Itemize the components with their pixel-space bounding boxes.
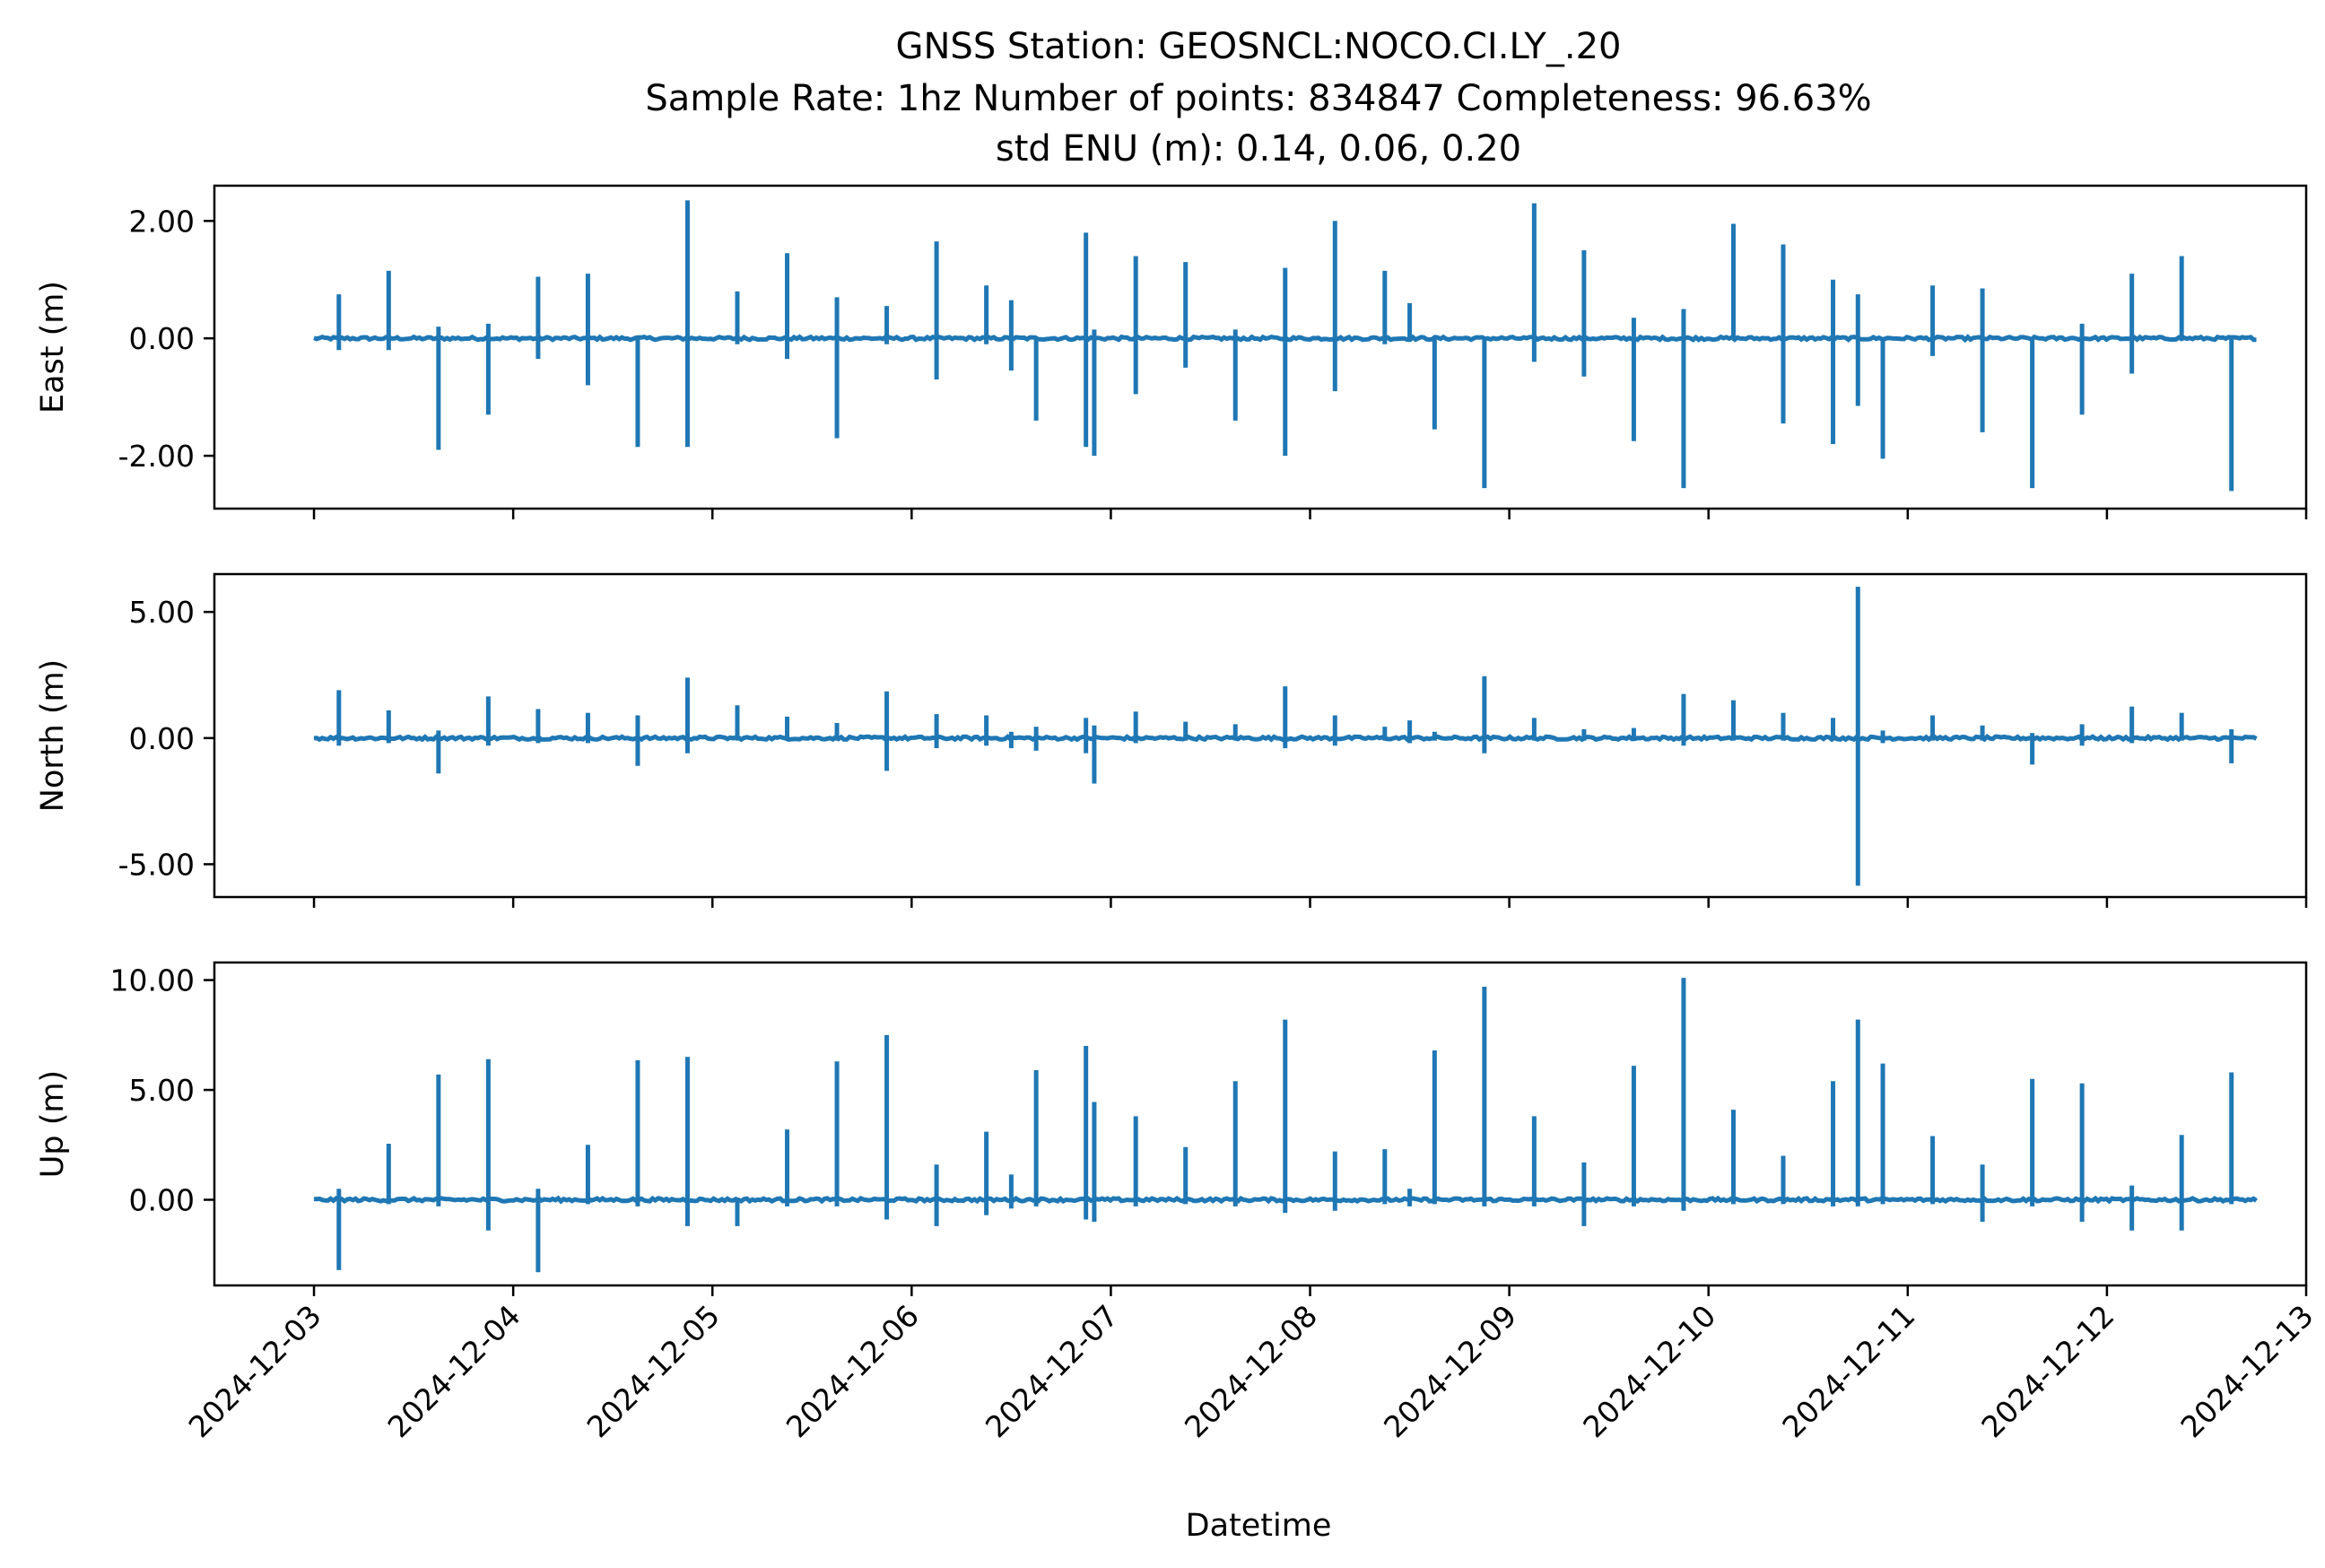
x-tick-label-5: 2024-12-07 (979, 1298, 1125, 1444)
x-axis-ticks: 2024-12-03 2024-12-04 2024-12-05 2024-12-06… (182, 1298, 2321, 1444)
y-tick-label-panel-1-2: 0.00 (129, 321, 195, 356)
y-axis-label-panel-3: Up (m) (35, 1070, 71, 1178)
plot-frame-panel-3 (213, 961, 2308, 1287)
plot-frame-panel-1 (213, 184, 2308, 510)
x-tick-label-7: 2024-12-09 (1377, 1298, 1523, 1444)
y-tick-label-panel-1-3: -2.00 (118, 439, 195, 474)
x-tick-label-1: 2024-12-03 (182, 1298, 328, 1444)
panel-1: 2.00 0.00 -2.00 East (m) (35, 184, 2308, 519)
chart-title-line-2: Sample Rate: 1hz Number of points: 83484… (645, 78, 1871, 119)
plot-frame-panel-2 (213, 572, 2308, 899)
y-axis-label-panel-2: North (m) (35, 659, 71, 812)
chart-title-line-3: std ENU (m): 0.14, 0.06, 0.20 (996, 128, 1521, 170)
x-tick-label-10: 2024-12-12 (1974, 1298, 2120, 1444)
x-tick-label-6: 2024-12-08 (1178, 1298, 1324, 1444)
x-tick-label-9: 2024-12-11 (1775, 1298, 1921, 1444)
chart-title-block: GNSS Station: GEOSNCL:NOCO.CI.LY_.20 Sam… (645, 26, 1871, 170)
panel-2: 5.00 0.00 -5.00 North (m) (35, 572, 2308, 908)
y-tick-label-panel-2-3: -5.00 (118, 847, 195, 882)
x-tick-label-8: 2024-12-10 (1576, 1298, 1722, 1444)
panel-3: 10.00 5.00 0.00 Up (m) (35, 961, 2308, 1296)
y-axis-label-panel-1: East (m) (35, 281, 71, 414)
y-tick-label-panel-2-1: 5.00 (129, 595, 195, 630)
x-tick-label-4: 2024-12-06 (779, 1298, 926, 1444)
y-tick-label-panel-3-1: 10.00 (110, 963, 195, 998)
x-tick-label-2: 2024-12-04 (381, 1298, 527, 1444)
subplot-panels: 2.00 0.00 -2.00 East (m) 5.00 0.00 -5.00 North … (35, 184, 2308, 1296)
y-tick-label-panel-3-3: 0.00 (129, 1182, 195, 1217)
x-tick-label-3: 2024-12-05 (580, 1298, 727, 1444)
x-tick-label-11: 2024-12-13 (2173, 1298, 2320, 1444)
y-tick-label-panel-2-2: 0.00 (129, 721, 195, 756)
y-tick-label-panel-1-1: 2.00 (129, 204, 195, 239)
x-axis-label: Datetime (1186, 1508, 1332, 1544)
y-tick-label-panel-3-2: 5.00 (129, 1073, 195, 1108)
chart-title-line-1: GNSS Station: GEOSNCL:NOCO.CI.LY_.20 (896, 26, 1622, 67)
